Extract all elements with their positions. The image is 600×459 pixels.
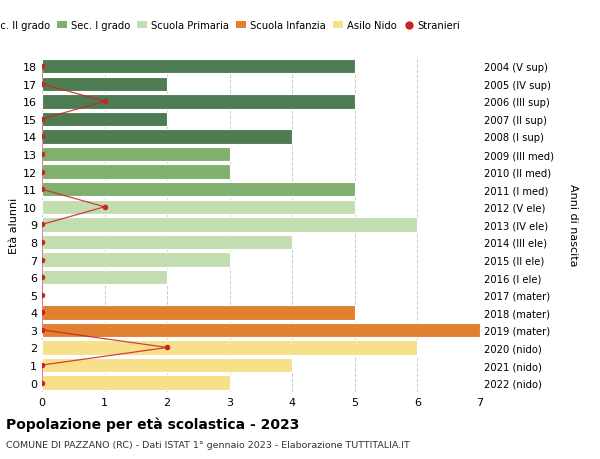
Text: COMUNE DI PAZZANO (RC) - Dati ISTAT 1° gennaio 2023 - Elaborazione TUTTITALIA.IT: COMUNE DI PAZZANO (RC) - Dati ISTAT 1° g… bbox=[6, 440, 410, 449]
Bar bbox=[42, 358, 292, 372]
Bar bbox=[42, 183, 355, 197]
Bar bbox=[42, 323, 480, 337]
Point bbox=[37, 134, 47, 141]
Bar bbox=[42, 165, 230, 179]
Point bbox=[37, 81, 47, 88]
Point bbox=[37, 291, 47, 299]
Bar bbox=[42, 341, 418, 355]
Point bbox=[37, 116, 47, 123]
Point bbox=[37, 221, 47, 229]
Point bbox=[37, 63, 47, 71]
Y-axis label: Anni di nascita: Anni di nascita bbox=[568, 184, 578, 266]
Bar bbox=[42, 218, 418, 232]
Point bbox=[37, 379, 47, 386]
Bar bbox=[42, 305, 355, 320]
Bar bbox=[42, 200, 355, 214]
Bar bbox=[42, 147, 230, 162]
Bar bbox=[42, 270, 167, 285]
Point bbox=[100, 98, 109, 106]
Point bbox=[163, 344, 172, 352]
Point bbox=[37, 309, 47, 316]
Point bbox=[37, 326, 47, 334]
Bar bbox=[42, 130, 292, 145]
Point bbox=[100, 204, 109, 211]
Text: Popolazione per età scolastica - 2023: Popolazione per età scolastica - 2023 bbox=[6, 417, 299, 431]
Point bbox=[37, 186, 47, 194]
Bar bbox=[42, 235, 292, 250]
Point bbox=[37, 274, 47, 281]
Point bbox=[37, 168, 47, 176]
Point bbox=[37, 256, 47, 263]
Bar bbox=[42, 253, 230, 267]
Bar bbox=[42, 375, 230, 390]
Bar bbox=[42, 60, 355, 74]
Bar bbox=[42, 112, 167, 127]
Legend: Sec. II grado, Sec. I grado, Scuola Primaria, Scuola Infanzia, Asilo Nido, Stran: Sec. II grado, Sec. I grado, Scuola Prim… bbox=[0, 17, 464, 35]
Point bbox=[37, 362, 47, 369]
Y-axis label: Età alunni: Età alunni bbox=[9, 197, 19, 253]
Point bbox=[37, 239, 47, 246]
Point bbox=[37, 151, 47, 158]
Bar bbox=[42, 78, 167, 92]
Bar bbox=[42, 95, 355, 109]
